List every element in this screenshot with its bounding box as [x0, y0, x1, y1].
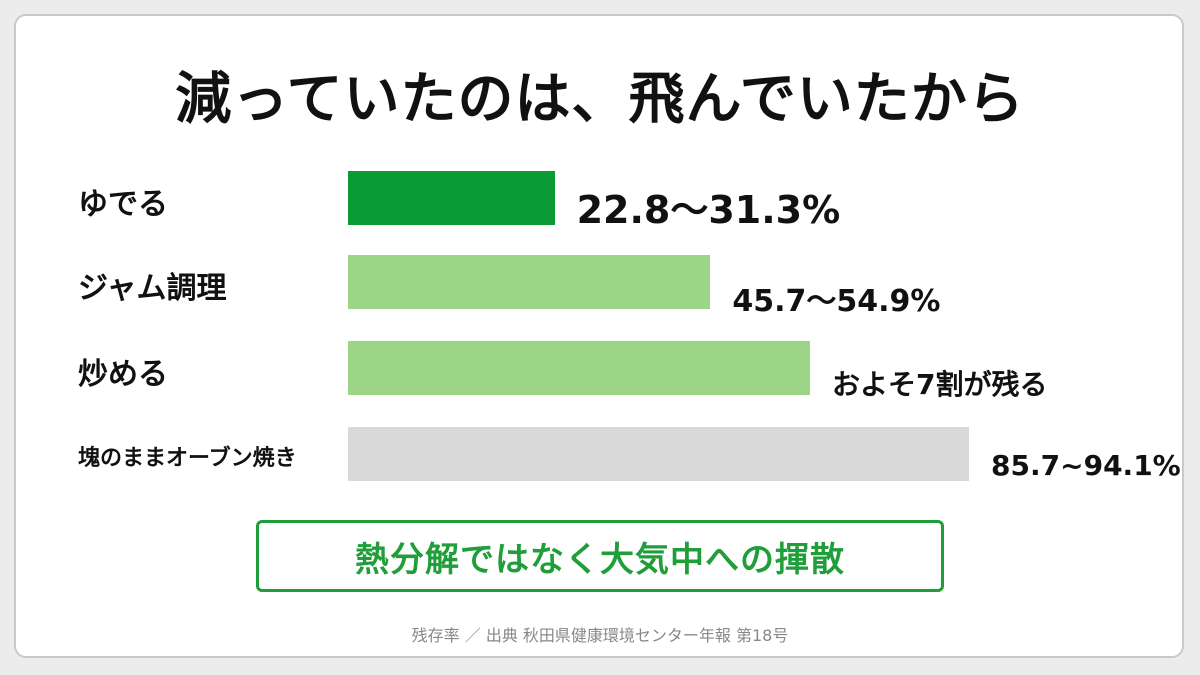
category-label: ジャム調理: [78, 271, 227, 307]
card: [14, 14, 1184, 658]
bar: [348, 427, 970, 481]
chart-title: 減っていたのは、飛んでいたから: [175, 67, 1025, 132]
value-label: およそ7割が残る: [832, 367, 1048, 401]
category-label: 炒める: [78, 357, 168, 393]
category-label: 塊のままオーブン焼き: [78, 446, 297, 472]
value-label: 22.8〜31.3%: [576, 188, 841, 233]
category-label: ゆでる: [78, 187, 168, 223]
value-label: 45.7〜54.9%: [732, 283, 941, 319]
conclusion-text: 熱分解ではなく大気中への揮散: [355, 539, 845, 580]
source-note: 残存率 ／ 出典 秋田県健康環境センター年報 第18号: [411, 626, 789, 645]
conclusion-box: 熱分解ではなく大気中への揮散: [256, 520, 944, 592]
value-label: 85.7~94.1%: [991, 448, 1181, 482]
bar: [348, 255, 711, 309]
bar: [348, 341, 810, 395]
bar: [348, 171, 555, 225]
